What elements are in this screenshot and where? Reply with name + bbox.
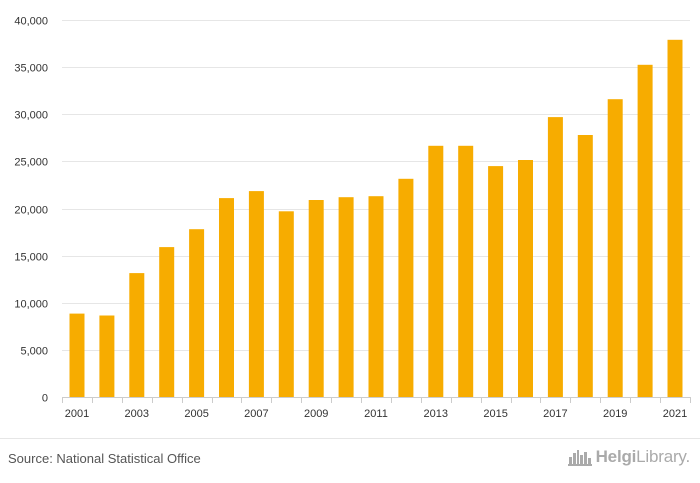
y-tick-label: 20,000 <box>14 205 48 217</box>
bar-2006 <box>219 198 234 397</box>
bar-2009 <box>308 200 324 397</box>
bar-2020 <box>637 64 653 398</box>
bar-2008 <box>278 211 294 397</box>
x-tick-label: 2015 <box>483 408 507 420</box>
bar-2005 <box>189 229 205 397</box>
bar-2013 <box>428 145 444 397</box>
bar-2021 <box>667 39 683 398</box>
bar-2001 <box>69 313 85 397</box>
x-tick-label: 2019 <box>603 408 627 420</box>
x-tick-label: 2003 <box>125 408 149 420</box>
bar-2011 <box>368 196 384 397</box>
bar-2012 <box>398 178 414 397</box>
y-tick-label: 5,000 <box>20 346 48 358</box>
x-tick-label: 2013 <box>424 408 448 420</box>
logo-text-rest: Library. <box>636 447 690 466</box>
x-tick-label: 2007 <box>244 408 268 420</box>
bar-2019 <box>607 99 623 397</box>
x-tick-label: 2001 <box>65 408 89 420</box>
bar-2015 <box>488 166 504 397</box>
bar-2018 <box>577 135 593 397</box>
y-tick-label: 25,000 <box>14 157 48 169</box>
bar-2002 <box>99 315 115 397</box>
bars <box>69 39 683 398</box>
bar-chart: 0 5,000 10,000 15,000 20,000 25,000 30,000 35,0… <box>14 16 691 420</box>
helgi-library-logo[interactable]: HelgiLibrary. <box>567 447 691 467</box>
footer-divider <box>0 438 700 439</box>
x-axis-labels: 2001 2003 2005 2007 2009 2011 2013 2015 2017 2019… <box>65 408 687 420</box>
x-tick-label: 2005 <box>184 408 208 420</box>
logo-text: HelgiLibrary. <box>595 447 691 467</box>
y-axis-labels: 0 5,000 10,000 15,000 20,000 25,000 30,000 35,0… <box>14 16 48 405</box>
y-tick-label: 40,000 <box>14 16 48 28</box>
bar-2016 <box>518 160 533 397</box>
x-tick-label: 2011 <box>364 408 388 420</box>
bar-2017 <box>547 117 563 397</box>
x-tick-label: 2017 <box>543 408 567 420</box>
y-tick-label: 30,000 <box>14 110 48 122</box>
source-note: Source: National Statistical Office <box>8 451 201 466</box>
x-axis <box>62 397 691 403</box>
y-tick-label: 10,000 <box>14 299 48 311</box>
bar-2004 <box>159 247 175 397</box>
bar-2007 <box>248 191 264 397</box>
city-skyline-icon <box>567 450 592 466</box>
bar-2014 <box>458 145 474 397</box>
x-tick-label: 2009 <box>304 408 328 420</box>
y-tick-label: 0 <box>42 393 48 405</box>
y-tick-label: 15,000 <box>14 252 48 264</box>
x-tick-label: 2021 <box>663 408 687 420</box>
logo-text-strong: Helgi <box>595 447 637 466</box>
y-tick-label: 35,000 <box>14 63 48 75</box>
bar-2010 <box>338 197 354 397</box>
bar-2003 <box>129 273 145 397</box>
